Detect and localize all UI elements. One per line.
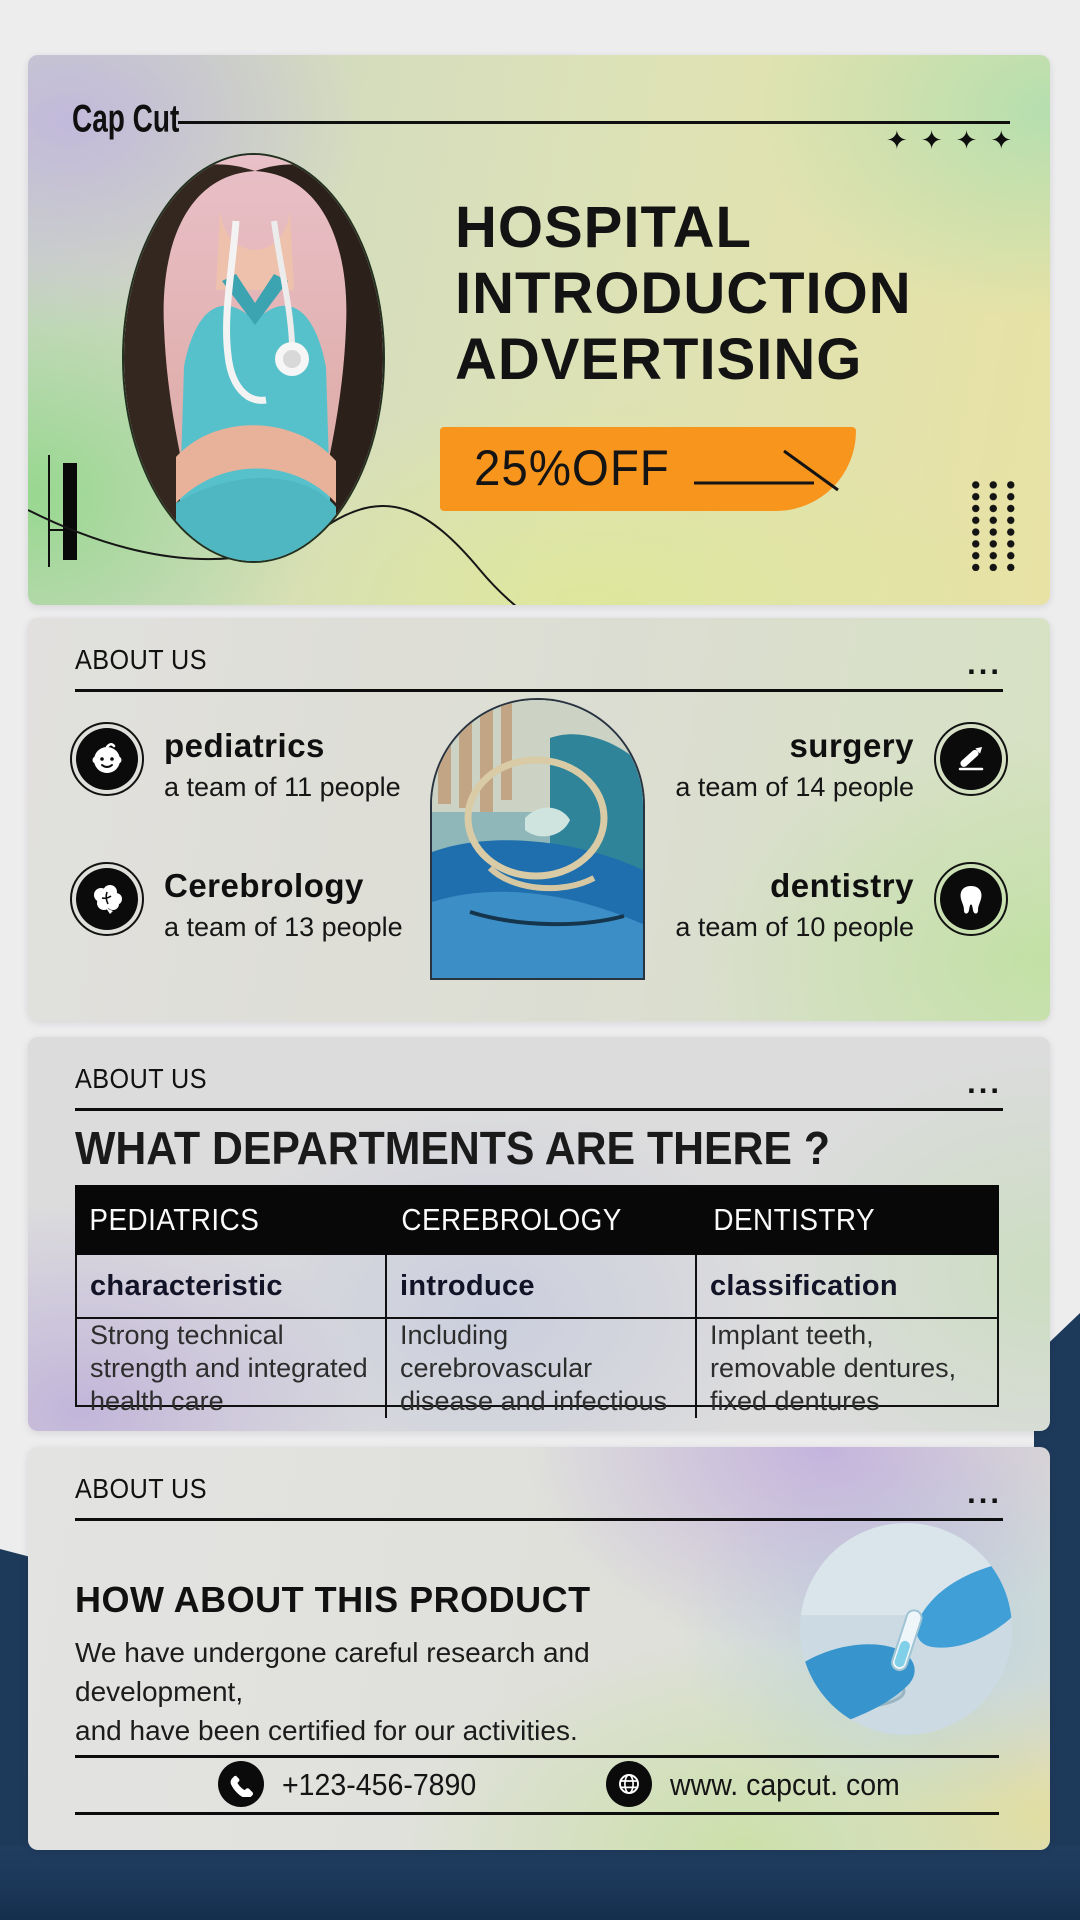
table-cell: classification [710,1269,898,1302]
section-underline [75,1518,1003,1521]
hero-title-line3: ADVERTISING [455,327,863,392]
table-card: ABOUT US ... WHAT DEPARTMENTS ARE THERE … [28,1037,1050,1431]
table-column-header: PEDIATRICS [89,1202,260,1237]
hero-card: Cap Cut ✦✦✦✦ [28,55,1050,605]
nurse-photo-illustration [124,155,383,561]
departments-card: ABOUT US ... pediatrics a team of 11 peo… [28,618,1050,1021]
lab-photo [800,1523,1012,1735]
brain-icon [70,862,144,936]
section-label: ABOUT US [75,1063,207,1094]
product-body: We have undergone careful research and d… [75,1633,715,1750]
table-cell: Including cerebrovascular disease and in… [387,1319,697,1418]
product-heading: HOW ABOUT THIS PRODUCT [75,1579,591,1620]
website-url: www. capcut. com [670,1767,900,1802]
lab-photo-illustration [800,1523,1012,1735]
brand-underline [178,121,1010,124]
tooth-icon [934,862,1008,936]
table-header-row: PEDIATRICS CEREBROLOGY DENTISTRY [75,1185,999,1255]
ellipsis-decoration: ... [967,1065,1002,1100]
table-column-header: CEREBROLOGY [401,1202,622,1237]
hero-title-line2: INTRODUCTION [455,261,912,326]
ellipsis-decoration: ... [967,1475,1002,1510]
section-label: ABOUT US [75,644,207,675]
table-value-row: Strong technical strength and integrated… [77,1319,997,1418]
globe-icon [606,1761,652,1807]
department-name: Cerebrology [164,867,364,904]
tick-decoration [48,529,64,531]
department-pediatrics: pediatrics a team of 11 people [70,722,401,806]
department-dentistry: dentistry a team of 10 people [675,862,1008,946]
section-underline [75,1108,1003,1111]
table-cell: characteristic [77,1255,387,1317]
navy-footer-bar [0,1846,1080,1920]
product-card: ABOUT US ... HOW ABOUT THIS PRODUCT We h… [28,1447,1050,1850]
dots-grid-decoration [964,477,1016,571]
hero-title-line1: HOSPITAL [455,195,752,260]
decorative-curve-line [28,505,517,605]
department-team: a team of 14 people [675,772,914,802]
nurse-photo [122,153,385,563]
hero-title: HOSPITAL INTRODUCTION ADVERTISING [455,195,912,393]
section-underline [75,689,1003,692]
table-heading: WHAT DEPARTMENTS ARE THERE ? [75,1122,830,1174]
ellipsis-decoration: ... [967,646,1002,681]
table-column-header: DENTISTRY [713,1202,876,1237]
baby-icon [70,722,144,796]
table-body: characteristic introduce classification … [75,1255,999,1418]
arrow-icon [694,449,839,492]
table-cell: Strong technical strength and integrated… [77,1319,387,1418]
offer-banner: 25%OFF [440,427,856,511]
department-team: a team of 13 people [164,912,403,942]
departments-table: PEDIATRICS CEREBROLOGY DENTISTRY charact… [75,1185,999,1418]
table-label-row: characteristic introduce classification [77,1255,997,1319]
department-surgery: surgery a team of 14 people [675,722,1008,806]
department-name: dentistry [770,867,914,904]
table-cell: Implant teeth, removable dentures, fixed… [710,1320,957,1416]
department-cerebrology: Cerebrology a team of 13 people [70,862,403,946]
bar-decoration [63,463,77,560]
product-body-line2: and have been certified for our activiti… [75,1715,578,1746]
department-team: a team of 11 people [164,772,401,802]
product-body-line1: We have undergone careful research and d… [75,1637,590,1707]
brand-logo: Cap Cut [72,97,180,141]
phone-icon [218,1761,264,1807]
offer-text: 25%OFF [474,440,670,496]
thin-line-decoration [48,455,50,567]
diamond-decoration-icons: ✦✦✦✦ [886,125,1026,155]
scalpel-icon [934,722,1008,796]
department-team: a team of 10 people [675,912,914,942]
table-cell: introduce [387,1255,697,1317]
footer-line-top [75,1755,999,1758]
phone-number: +123-456-7890 [282,1767,477,1802]
section-label: ABOUT US [75,1473,207,1504]
footer-line-bottom [75,1812,999,1815]
surgery-photo [430,698,645,980]
department-name: pediatrics [164,727,325,764]
department-name: surgery [789,727,914,764]
surgery-photo-illustration [432,700,643,978]
